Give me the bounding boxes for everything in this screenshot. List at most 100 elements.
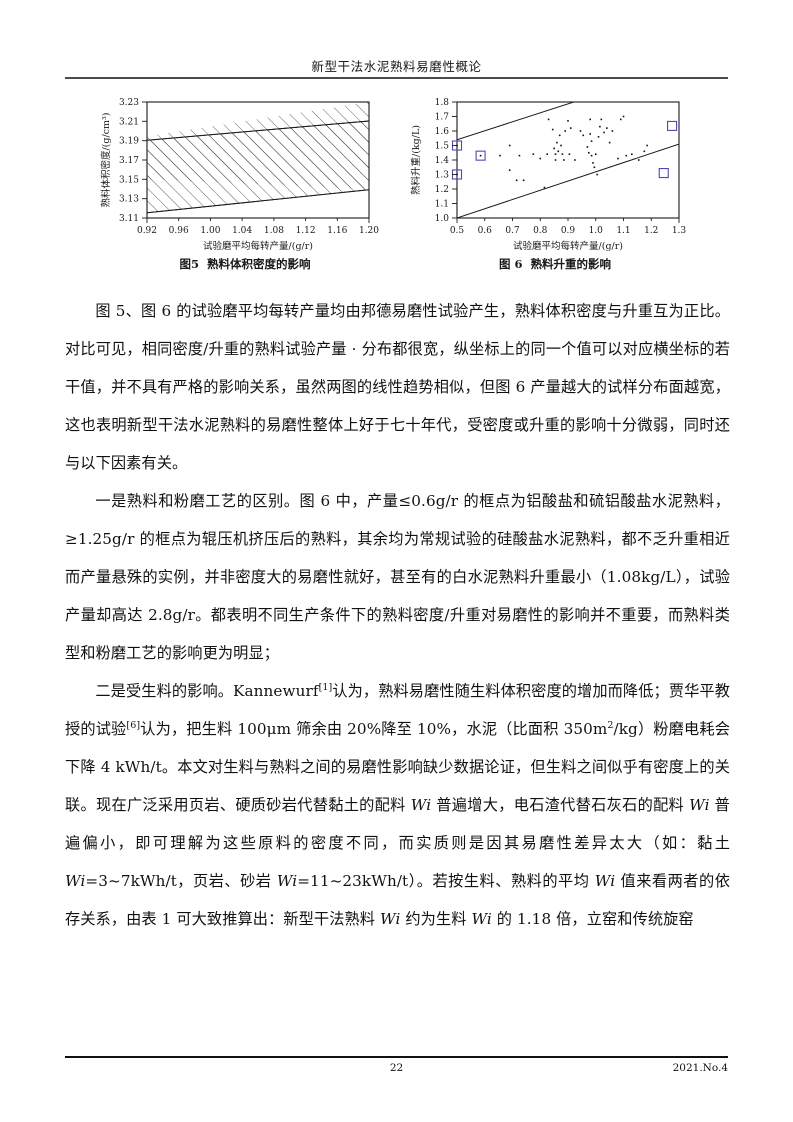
scatter-point: [622, 115, 625, 118]
scatter-point: [590, 140, 593, 142]
fig5-ytick-1: 3.13: [119, 195, 139, 205]
fig6-ytick-7: 1.7: [435, 113, 450, 123]
scatter-point: [611, 130, 614, 132]
scatter-point: [558, 134, 561, 137]
scatter-point: [569, 127, 572, 129]
scatter-point: [600, 118, 603, 121]
figure-6-caption-text: 熟料升重的影响: [530, 257, 612, 271]
fig5-xtick-2: 1.00: [200, 226, 220, 236]
figure-5: 3.23 3.21 3.19 3.17 3.15 3.13 3.11: [85, 88, 405, 288]
scatter-point: [547, 118, 550, 121]
scatter-point: [643, 150, 646, 153]
scatter-point: [588, 151, 590, 154]
fig5-xtick-7: 1.20: [359, 226, 379, 236]
fig6-xtick-4: 0.9: [561, 226, 576, 236]
scatter-point: [499, 154, 501, 157]
scatter-point: [560, 144, 562, 147]
scatter-point: [539, 157, 542, 160]
fig6-ytick-8: 1.8: [435, 98, 450, 108]
scatter-point: [551, 128, 554, 131]
fig6-ytick-5: 1.5: [435, 142, 450, 152]
scatter-point: [479, 154, 482, 157]
scatter-point: [508, 144, 511, 147]
figure-6-boundary-lines: [457, 102, 679, 218]
fig5-y-axis-title: 熟料体积密度/(g/cm³): [100, 112, 112, 207]
fig6-xtick-8: 1.3: [672, 226, 687, 236]
scatter-point: [589, 118, 591, 121]
scatter-point: [590, 154, 593, 157]
figure-6-caption-number: 图 6: [498, 257, 523, 271]
fig6-xtick-0: 0.5: [450, 226, 465, 236]
scatter-point: [561, 153, 564, 155]
scatter-point: [567, 120, 569, 122]
fig5-ytick-3: 3.17: [119, 156, 139, 166]
fig5-ytick-2: 3.15: [119, 175, 139, 185]
scatter-point: [582, 134, 585, 137]
fig6-ytick-6: 1.6: [435, 127, 450, 137]
scatter-point: [515, 179, 518, 182]
fig5-x-axis-title: 试验磨平均每转产量/(g/r): [203, 240, 313, 252]
scatter-point: [554, 153, 557, 155]
fig5-ytick-5: 3.21: [119, 117, 139, 127]
scatter-point: [606, 127, 608, 129]
fig6-xtick-1: 0.6: [478, 226, 493, 236]
scatter-point: [532, 153, 535, 155]
fig6-x-axis-title: 试验磨平均每转产量/(g/r): [513, 240, 623, 252]
scatter-point: [553, 147, 555, 150]
fig5-xtick-1: 0.96: [169, 226, 189, 236]
scatter-point: [637, 159, 640, 161]
scatter-point: [593, 166, 596, 169]
fig6-y-axis-title: 熟料升重/(kg/L): [410, 125, 422, 195]
scatter-point: [546, 153, 548, 155]
scatter-point: [543, 186, 546, 189]
fig6-ytick-0: 1.0: [435, 214, 450, 224]
figure-5-band: [147, 102, 369, 214]
scatter-point: [564, 130, 567, 132]
scatter-point: [586, 146, 589, 148]
fig5-xtick-3: 1.04: [232, 226, 252, 236]
figure-6-y-axis: 1.8 1.7 1.6 1.5 1.4 1.3 1.2 1.1 1.0: [435, 98, 457, 224]
fig5-xtick-0: 0.92: [137, 226, 157, 236]
body-text: 图 5、图 6 的试验磨平均每转产量均由邦德易磨性试验产生，熟料体积密度与升重互…: [65, 292, 730, 938]
fig6-xtick-5: 1.0: [589, 226, 604, 236]
fig5-xtick-4: 1.08: [264, 226, 284, 236]
scatter-point: [522, 179, 525, 182]
fig5-xtick-5: 1.12: [296, 226, 316, 236]
fig5-xtick-6: 1.16: [327, 226, 347, 236]
figure-5-caption-text: 熟料体积密度的影响: [207, 257, 311, 271]
scatter-point: [617, 157, 619, 160]
paragraph-2: 一是熟料和粉磨工艺的区别。图 6 中，产量≤0.6g/r 的框点为铝酸盐和硫铝酸…: [65, 492, 730, 662]
scatter-point: [603, 131, 605, 134]
fig6-ytick-4: 1.4: [435, 156, 450, 166]
fig6-ytick-1: 1.1: [435, 200, 449, 210]
fig5-ytick-6: 3.23: [119, 98, 139, 108]
scatter-point: [568, 153, 571, 155]
fig6-xtick-7: 1.2: [644, 226, 658, 236]
scatter-point: [619, 118, 622, 121]
figure-6-chart: 1.8 1.7 1.6 1.5 1.4 1.3 1.2 1.1 1.0: [410, 98, 687, 252]
scatter-point: [646, 144, 648, 147]
footer-issue: 2021.No.4: [672, 1062, 728, 1074]
figure-row: 3.23 3.21 3.19 3.17 3.15 3.13 3.11: [65, 88, 728, 288]
paragraph-3: 二是受生料的影响。Kannewurf[1]认为，熟料易磨性随生料体积密度的增加而…: [65, 681, 730, 928]
figure-5-y-axis: 3.23 3.21 3.19 3.17 3.15 3.13 3.11: [119, 98, 147, 224]
scatter-point: [596, 173, 598, 176]
scatter-point: [556, 141, 558, 144]
figure-6-caption: 图 6 熟料升重的影响: [395, 256, 715, 272]
fig6-ytick-2: 1.2: [435, 185, 449, 195]
scatter-point: [589, 133, 591, 135]
scatter-point: [518, 154, 521, 157]
highlight-box: [667, 120, 678, 131]
figure-5-x-axis: 0.92 0.96 1.00 1.04 1.08 1.12 1.16 1.20: [137, 218, 379, 236]
fig6-xtick-2: 0.7: [505, 226, 520, 236]
fig5-ytick-4: 3.19: [119, 137, 139, 147]
fig6-xtick-6: 1.1: [616, 226, 630, 236]
figure-6-x-axis: 0.5 0.6 0.7 0.8 0.9 1.0 1.1 1.2 1.3: [450, 218, 687, 236]
running-head-title: 新型干法水泥熟料易磨性概论: [311, 59, 482, 74]
scatter-point: [599, 125, 601, 128]
scatter-point: [592, 162, 594, 164]
scatter-point: [554, 159, 557, 161]
highlight-box: [475, 150, 486, 161]
figure-5-caption: 图5 熟料体积密度的影响: [85, 256, 405, 272]
